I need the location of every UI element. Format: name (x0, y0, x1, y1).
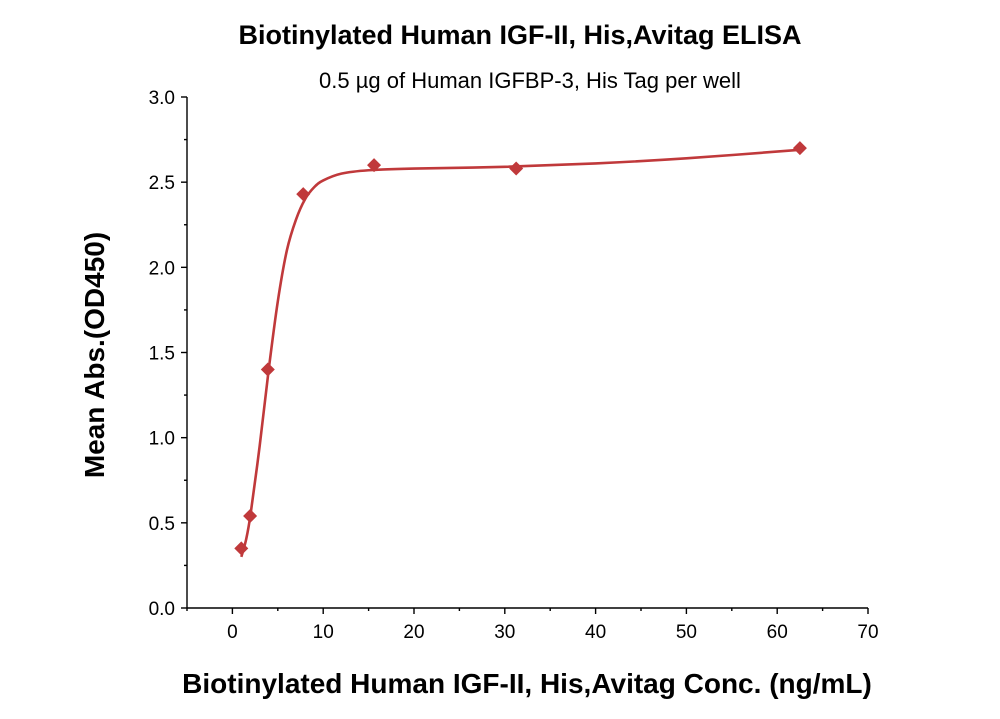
data-point (234, 541, 249, 556)
y-tick-label: 1.0 (149, 429, 175, 450)
y-tick-label: 0.5 (149, 514, 175, 535)
x-axis-label: Biotinylated Human IGF-II, His,Avitag Co… (182, 668, 872, 699)
data-point (296, 187, 311, 202)
y-tick-label: 2.0 (149, 258, 175, 279)
y-axis-label: Mean Abs.(OD450) (79, 232, 110, 478)
axes (186, 97, 868, 609)
x-ticks: 0 10 20 30 40 50 60 70 (186, 608, 879, 643)
x-tick-label: 70 (857, 622, 878, 643)
x-tick-label: 30 (494, 622, 515, 643)
y-ticks: 0.0 0.5 1.0 1.5 2.0 2.5 3.0 (149, 88, 187, 620)
x-tick-label: 50 (676, 622, 697, 643)
fit-curve (240, 148, 800, 558)
data-point (243, 509, 258, 524)
data-point (509, 161, 524, 176)
x-tick-label: 10 (313, 622, 334, 643)
chart-subtitle: 0.5 µg of Human IGFBP-3, His Tag per wel… (319, 68, 741, 93)
data-point (792, 141, 807, 156)
y-tick-label: 1.5 (149, 344, 175, 365)
x-tick-label: 60 (767, 622, 788, 643)
data-markers (234, 141, 807, 556)
y-tick-label: 2.5 (149, 173, 175, 194)
x-tick-label: 0 (227, 622, 238, 643)
y-tick-label: 3.0 (149, 88, 175, 109)
x-tick-label: 40 (585, 622, 606, 643)
x-tick-label: 20 (403, 622, 424, 643)
chart-title: Biotinylated Human IGF-II, His,Avitag EL… (238, 20, 801, 50)
data-point (260, 362, 275, 377)
y-tick-label: 0.0 (149, 599, 175, 620)
data-point (367, 158, 382, 173)
